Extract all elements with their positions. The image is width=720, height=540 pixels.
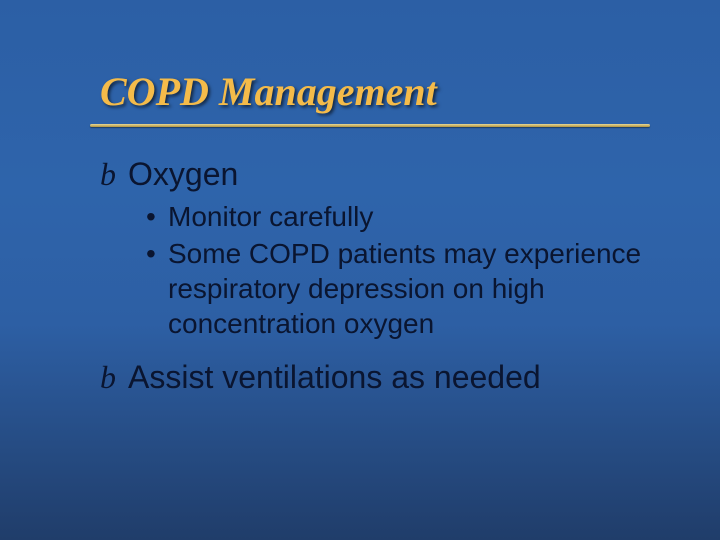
list-item-text: Assist ventilations as needed [128, 359, 541, 396]
sub-list-item: • Some COPD patients may experience resp… [146, 236, 660, 341]
list-item: b Oxygen [100, 156, 660, 193]
slide: COPD Management b Oxygen • Monitor caref… [0, 0, 720, 540]
sub-list-item-text: Some COPD patients may experience respir… [168, 236, 660, 341]
bullet-dot-icon: • [146, 199, 168, 234]
bullet-dot-icon: • [146, 236, 168, 271]
sub-list: • Monitor carefully • Some COPD patients… [146, 199, 660, 341]
flat-bullet-icon: b [100, 157, 128, 192]
slide-body: b Oxygen • Monitor carefully • Some COPD… [100, 156, 660, 402]
sub-list-item-text: Monitor carefully [168, 199, 373, 234]
slide-title: COPD Management [100, 68, 437, 115]
list-item: b Assist ventilations as needed [100, 359, 660, 396]
sub-list-item: • Monitor carefully [146, 199, 660, 234]
list-item-text: Oxygen [128, 156, 238, 193]
flat-bullet-icon: b [100, 360, 128, 395]
title-underline [90, 124, 650, 128]
